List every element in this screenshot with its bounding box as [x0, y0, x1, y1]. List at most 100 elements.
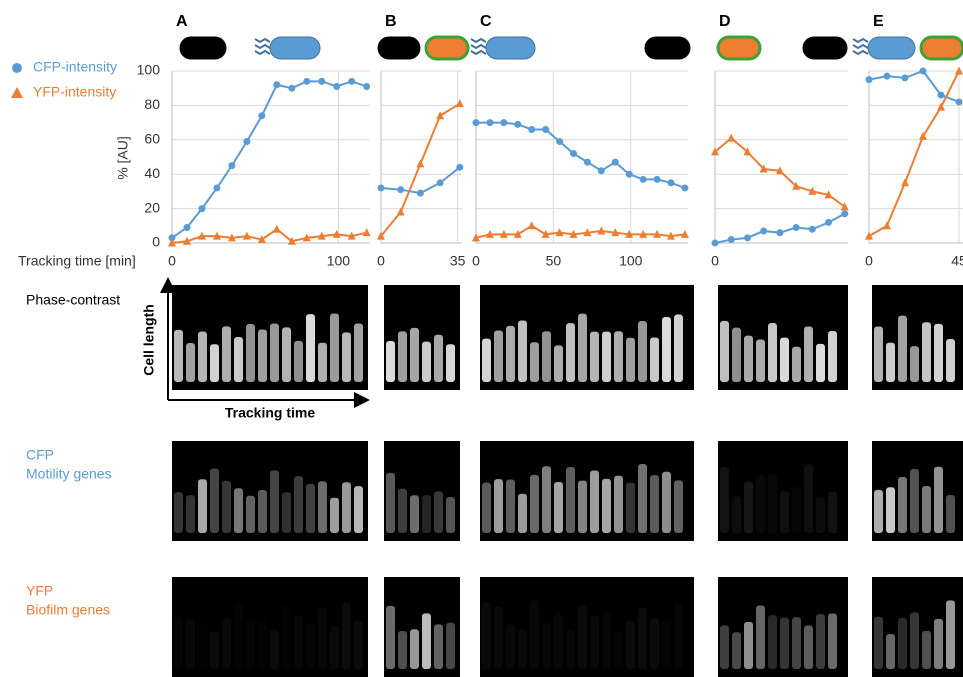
- cell-column: [318, 343, 327, 382]
- cell-column: [898, 618, 907, 669]
- x-tick-label: 0: [711, 253, 719, 269]
- data-point: [198, 205, 205, 212]
- data-point: [456, 164, 463, 171]
- cell-column: [222, 481, 231, 533]
- data-point: [318, 78, 325, 85]
- cell-icon: [868, 37, 915, 59]
- cell-column: [898, 316, 907, 382]
- cell-column: [756, 605, 765, 669]
- panel-label: D: [719, 13, 731, 30]
- cell-column: [816, 497, 825, 533]
- row-label: CFP: [26, 447, 54, 463]
- series-line: [381, 104, 460, 236]
- cell-column: [434, 335, 443, 382]
- x-tick-label: 35: [450, 253, 466, 269]
- cell-icon: [921, 37, 963, 59]
- cell-column: [446, 623, 455, 669]
- data-point: [500, 119, 507, 126]
- cell-column: [720, 625, 729, 669]
- cell-column: [386, 341, 395, 382]
- x-tick-label: 0: [377, 253, 385, 269]
- cell-column: [804, 464, 813, 533]
- cell-column: [626, 621, 635, 669]
- data-point: [883, 221, 891, 229]
- cell-column: [874, 617, 883, 669]
- cell-column: [482, 483, 491, 533]
- cell-column: [386, 473, 395, 533]
- cell-column: [210, 468, 219, 533]
- cell-column: [946, 600, 955, 669]
- cell-column: [494, 479, 503, 533]
- cell-column: [780, 491, 789, 533]
- cell-column: [674, 603, 683, 669]
- data-point: [183, 224, 190, 231]
- cell-column: [744, 622, 753, 669]
- data-point: [258, 112, 265, 119]
- flagellum: [853, 39, 868, 42]
- cell-column: [638, 464, 647, 533]
- cell-column: [482, 602, 491, 669]
- cell-column: [614, 476, 623, 533]
- cell-column: [828, 492, 837, 533]
- series-line: [172, 81, 367, 238]
- row-sublabel: Motility genes: [26, 466, 112, 482]
- flagellum: [471, 39, 486, 42]
- cell-column: [342, 603, 351, 669]
- data-point: [937, 103, 945, 111]
- data-point: [243, 138, 250, 145]
- flagellum: [471, 51, 486, 54]
- data-point: [528, 126, 535, 133]
- cell-column: [674, 315, 683, 382]
- cell-icon: [486, 37, 535, 59]
- cell-column: [354, 486, 363, 533]
- cell-column: [246, 620, 255, 669]
- cell-column: [258, 490, 267, 533]
- cell-column: [482, 339, 491, 382]
- data-point: [712, 240, 719, 247]
- data-point: [570, 150, 577, 157]
- data-point: [728, 236, 735, 243]
- cell-column: [398, 489, 407, 533]
- data-point: [348, 78, 355, 85]
- cell-column: [780, 338, 789, 382]
- data-point: [437, 179, 444, 186]
- cell-column: [410, 328, 419, 382]
- axis-label: Cell length: [141, 304, 157, 376]
- cell-column: [234, 602, 243, 669]
- legend-label: YFP-intensity: [33, 84, 116, 100]
- data-point: [416, 159, 424, 167]
- data-point: [667, 179, 674, 186]
- cell-column: [874, 490, 883, 533]
- figure: CFP-intensityYFP-intensity020406080100% …: [0, 0, 963, 677]
- y-tick-label: 60: [144, 131, 160, 147]
- cell-column: [398, 631, 407, 669]
- cell-column: [590, 470, 599, 533]
- cell-column: [506, 326, 515, 382]
- data-point: [884, 73, 891, 80]
- flagellum: [853, 51, 868, 54]
- series-line: [476, 123, 685, 188]
- cell-column: [294, 476, 303, 533]
- data-point: [681, 184, 688, 191]
- panel-label: A: [176, 13, 188, 30]
- row-label: YFP: [26, 583, 53, 599]
- y-tick-label: 40: [144, 165, 160, 181]
- cell-column: [518, 629, 527, 669]
- data-point: [273, 225, 281, 233]
- cell-column: [222, 326, 231, 382]
- cell-column: [518, 320, 527, 382]
- cell-column: [258, 330, 267, 382]
- cell-column: [282, 327, 291, 382]
- cell-column: [768, 474, 777, 533]
- cell-column: [910, 612, 919, 669]
- cell-column: [922, 486, 931, 533]
- cell-column: [186, 343, 195, 382]
- cell-column: [494, 331, 503, 382]
- cell-column: [222, 618, 231, 669]
- cell-column: [422, 613, 431, 669]
- cell-column: [306, 484, 315, 533]
- cell-column: [650, 338, 659, 382]
- cell-column: [828, 613, 837, 669]
- data-point: [776, 229, 783, 236]
- row-label: Phase-contrast: [26, 292, 120, 308]
